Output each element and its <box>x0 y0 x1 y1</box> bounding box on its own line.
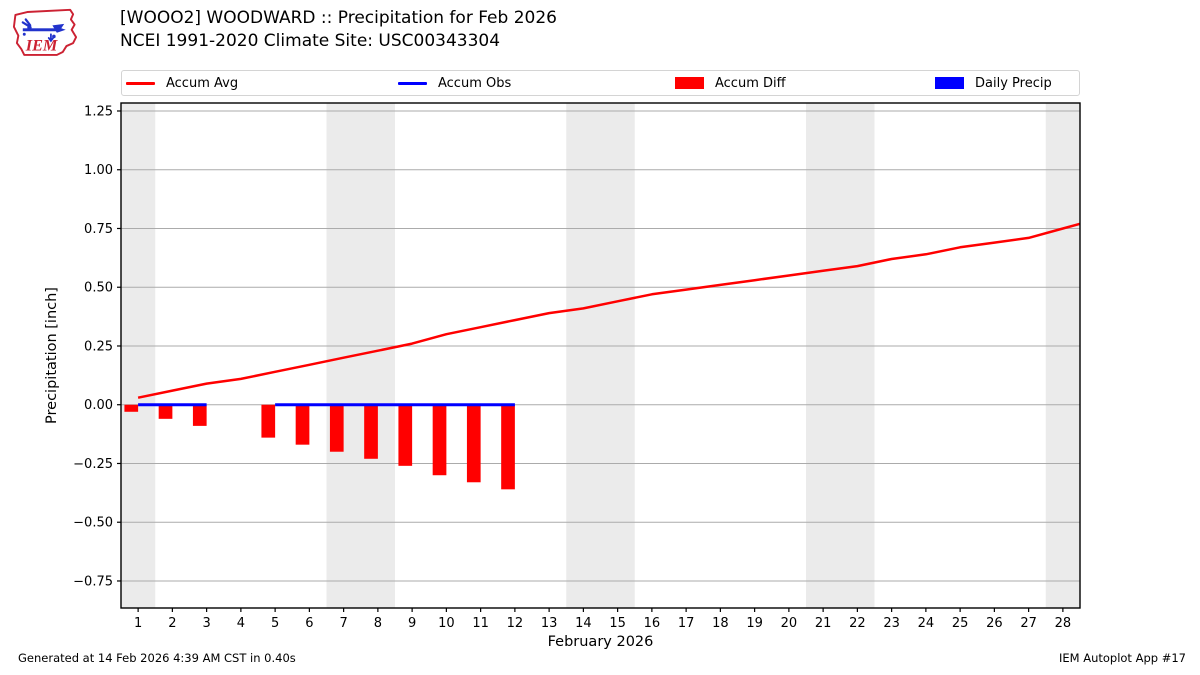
x-tick-label: 26 <box>986 616 1003 631</box>
y-tick-label: 0.50 <box>84 281 113 296</box>
x-tick-label: 7 <box>339 616 347 631</box>
bar-accum-diff <box>192 404 207 426</box>
y-axis-label: Precipitation [inch] <box>44 287 60 424</box>
x-tick-label: 28 <box>1055 616 1072 631</box>
legend-label: Accum Diff <box>715 75 786 91</box>
legend-patch-swatch-3 <box>935 77 964 89</box>
y-tick-label: 0.25 <box>84 339 113 354</box>
x-tick-label: 6 <box>305 616 313 631</box>
logo-text: IEM <box>25 36 58 55</box>
legend-item-accum-obs: Accum Obs <box>398 71 511 95</box>
x-axis-label: February 2026 <box>548 634 654 650</box>
app-credit: IEM Autoplot App #17 <box>1058 651 1186 665</box>
x-tick-label: 2 <box>168 616 176 631</box>
iem-logo: IEM <box>12 8 78 56</box>
x-tick-label: 19 <box>746 616 763 631</box>
weekend-band <box>326 103 395 608</box>
y-tick-label: −0.75 <box>73 574 113 589</box>
x-tick-label: 25 <box>952 616 969 631</box>
legend-line-swatch-1 <box>398 81 427 85</box>
bar-accum-diff <box>466 404 481 483</box>
bar-accum-diff <box>295 404 310 445</box>
x-tick-label: 15 <box>609 616 626 631</box>
bar-accum-diff <box>158 404 173 419</box>
chart-subtitle: NCEI 1991-2020 Climate Site: USC00343304 <box>120 31 501 51</box>
y-tick-label: −0.50 <box>73 516 113 531</box>
legend-label: Daily Precip <box>975 75 1052 91</box>
legend-label: Accum Avg <box>166 75 239 91</box>
legend-item-daily-precip: Daily Precip <box>935 71 1052 95</box>
legend: Accum Avg Accum Obs Accum Diff Daily Precip <box>121 70 1080 96</box>
x-tick-label: 18 <box>712 616 729 631</box>
x-tick-label: 8 <box>374 616 382 631</box>
x-tick-label: 5 <box>271 616 279 631</box>
y-tick-label: 1.00 <box>84 163 113 178</box>
legend-item-accum-avg: Accum Avg <box>126 71 238 95</box>
bar-accum-diff <box>432 404 447 476</box>
y-tick-label: 1.25 <box>84 104 113 119</box>
bar-accum-diff <box>501 404 515 490</box>
x-tick-label: 14 <box>575 616 592 631</box>
weekend-band <box>121 103 156 608</box>
x-tick-label: 9 <box>408 616 416 631</box>
x-tick-label: 3 <box>202 616 210 631</box>
plot-border <box>120 102 1081 609</box>
x-tick-label: 20 <box>781 616 798 631</box>
line-accum-avg <box>137 222 1081 399</box>
bar-accum-diff <box>329 404 344 452</box>
x-tick-label: 11 <box>472 616 489 631</box>
x-tick-label: 1 <box>134 616 142 631</box>
x-tick-label: 4 <box>237 616 245 631</box>
weekend-band <box>566 103 635 608</box>
x-tick-label: 13 <box>541 616 558 631</box>
x-tick-label: 10 <box>438 616 455 631</box>
legend-label: Accum Obs <box>438 75 512 91</box>
y-tick-label: 0.00 <box>84 398 113 413</box>
x-tick-label: 22 <box>849 616 866 631</box>
legend-line-swatch-0 <box>126 81 155 85</box>
legend-patch-swatch-2 <box>675 77 704 89</box>
chart-title: [WOOO2] WOODWARD :: Precipitation for Fe… <box>120 8 557 28</box>
x-tick-label: 16 <box>644 616 661 631</box>
weekend-band <box>806 103 875 608</box>
bar-accum-diff <box>364 404 378 459</box>
bar-accum-diff <box>124 404 139 412</box>
x-tick-label: 21 <box>815 616 832 631</box>
x-tick-label: 12 <box>507 616 524 631</box>
x-tick-label: 27 <box>1020 616 1037 631</box>
x-tick-label: 23 <box>883 616 900 631</box>
y-tick-label: −0.25 <box>73 457 113 472</box>
generated-timestamp: Generated at 14 Feb 2026 4:39 AM CST in … <box>18 651 296 665</box>
anemometer-icon <box>21 18 66 43</box>
iowa-outline-icon <box>12 8 78 56</box>
weekend-band <box>1045 103 1080 608</box>
y-tick-label: 0.75 <box>84 222 113 237</box>
x-tick-label: 24 <box>918 616 935 631</box>
legend-item-accum-diff: Accum Diff <box>675 71 786 95</box>
bar-accum-diff <box>398 404 413 466</box>
x-tick-label: 17 <box>678 616 695 631</box>
bar-accum-diff <box>261 404 276 438</box>
